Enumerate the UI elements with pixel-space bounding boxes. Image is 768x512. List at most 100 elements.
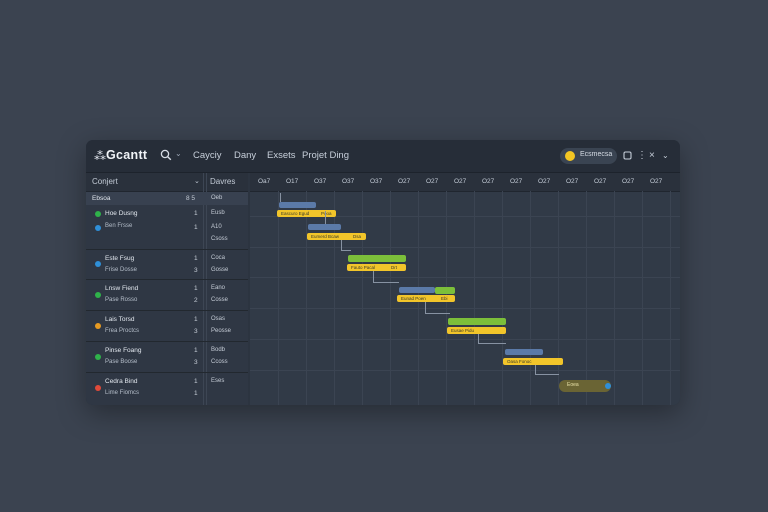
group-divider [86, 341, 248, 342]
task-subname: Ben Frsse [105, 223, 133, 229]
task-name: Lnsw Fiend [105, 285, 139, 292]
task-duration: Ccoss [211, 359, 228, 365]
date-label: O27 [482, 178, 495, 185]
task-duration: Csoss [211, 236, 228, 242]
task-column-header[interactable]: Conjert [92, 177, 118, 186]
gantt-bar-blue[interactable] [308, 224, 341, 230]
search-icon[interactable] [160, 149, 172, 161]
date-label: O27 [566, 178, 579, 185]
grid-line [250, 308, 680, 309]
date-label: O27 [594, 178, 607, 185]
app-title: Gcantt [106, 148, 148, 162]
phase-name: Ebsoa [92, 195, 111, 202]
bar-label: Eusae Pidu [451, 328, 475, 333]
menu-item-4[interactable]: Projet Ding [302, 150, 349, 161]
dependency-line [341, 250, 351, 251]
task-duration: Eano [211, 285, 226, 291]
gantt-bar-blue[interactable] [279, 202, 316, 208]
task-duration: Eses [211, 378, 225, 384]
date-label: O27 [454, 178, 467, 185]
grid-line [586, 191, 587, 405]
grid-line [474, 191, 475, 405]
date-label: O37 [314, 178, 327, 185]
task-duration: Cosse [211, 297, 229, 303]
close-icon[interactable]: × [649, 150, 655, 161]
task-num: 1 [194, 210, 198, 217]
gantt-bar-green[interactable] [348, 255, 406, 262]
account-badge-button[interactable]: Ecsmecsa [560, 148, 617, 164]
gantt-bar-blue[interactable] [505, 349, 543, 355]
grid-line [334, 191, 335, 405]
gantt-milestone-bar[interactable]: Eoea [559, 380, 611, 392]
date-label: Oa7 [258, 178, 271, 185]
date-label: O27 [510, 178, 523, 185]
date-label: O17 [286, 178, 299, 185]
dependency-line [425, 302, 426, 314]
phase-row[interactable]: Ebsoa 8 5 Oeb [86, 192, 248, 205]
task-num: 1 [194, 378, 198, 385]
task-list-header [86, 173, 248, 192]
grid-line [362, 191, 363, 405]
group-divider [86, 372, 248, 373]
share-icon[interactable] [623, 150, 633, 160]
grid-line [250, 216, 680, 217]
dependency-line [425, 313, 450, 314]
gantt-bar[interactable]: Fauto Pacal Drt [347, 264, 406, 271]
dependency-line [478, 334, 479, 344]
task-subname: Lime Fiomcs [105, 390, 140, 396]
gantt-bar[interactable]: Oasa Fonoc [503, 358, 563, 365]
task-num: 1 [194, 224, 198, 231]
bar-label: Eunad Poen [401, 296, 426, 301]
menu-item-3[interactable]: Exsets [267, 150, 296, 161]
date-label: O27 [538, 178, 551, 185]
chevron-down-icon[interactable]: ⌄ [175, 149, 182, 158]
task-bullet [95, 354, 101, 360]
duration-column-header[interactable]: Davres [210, 177, 236, 186]
grid-line [670, 191, 671, 405]
gantt-bar-green[interactable] [435, 287, 455, 294]
gantt-bar-blue[interactable] [399, 287, 435, 293]
gantt-window: ⁂ Gcantt ⌄ Cayciy Dany Exsets Projet Din… [86, 140, 680, 405]
menu-item-1[interactable]: Cayciy [193, 150, 222, 161]
dependency-line [478, 343, 506, 344]
timeline-pane: Oa7 O17 O37 O37 O37 O27 O27 O27 O27 O27 … [250, 173, 680, 405]
grid-line [502, 191, 503, 405]
dependency-line [373, 282, 399, 283]
dependency-line [341, 240, 342, 251]
date-label: O27 [398, 178, 411, 185]
date-label: O27 [650, 178, 663, 185]
task-bullet [95, 323, 101, 329]
task-num: 2 [194, 297, 198, 304]
dependency-line [535, 374, 559, 375]
dependency-line [373, 271, 374, 283]
bar-label: Eumerd Bcaw [311, 234, 340, 239]
more-icon[interactable]: ⋮ [637, 150, 647, 161]
menu-item-2[interactable]: Dany [234, 150, 257, 161]
bar-label: Oasa Fonoc [507, 359, 532, 364]
grid-line [530, 191, 531, 405]
task-duration: Bodb [211, 347, 226, 353]
task-bullet [95, 292, 101, 298]
dependency-line [535, 365, 536, 375]
task-name: Lais Torsd [105, 316, 135, 323]
gantt-bar-green[interactable] [448, 318, 506, 325]
grid-line [614, 191, 615, 405]
gantt-bar[interactable]: Eusae Pidu [447, 327, 506, 334]
gantt-bar[interactable]: Eascuro Egud Pooa [277, 210, 336, 217]
gantt-bar[interactable]: Eumerd Bcaw Dsa [307, 233, 366, 240]
date-label: O37 [370, 178, 383, 185]
group-divider [86, 310, 248, 311]
collapse-chevron-icon[interactable]: ⌄ [662, 151, 669, 160]
sort-chevron-icon[interactable]: ⌄ [194, 178, 200, 185]
gantt-logo-icon: ⁂ [94, 149, 106, 163]
grid-line [278, 191, 279, 405]
task-duration: Peosse [211, 328, 232, 334]
task-bullet [95, 225, 101, 231]
task-subname: Pase Boose [105, 359, 138, 365]
phase-duration: Oeb [211, 195, 223, 201]
bar-label: Pooa [321, 211, 332, 216]
bar-label: Ebi [441, 296, 448, 301]
group-divider [86, 249, 248, 250]
top-bar: ⁂ Gcantt ⌄ Cayciy Dany Exsets Projet Din… [86, 140, 680, 173]
gantt-bar[interactable]: Eunad Poen Ebi [397, 295, 455, 302]
